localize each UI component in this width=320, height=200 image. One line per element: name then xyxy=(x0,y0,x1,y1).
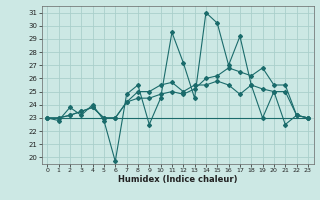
X-axis label: Humidex (Indice chaleur): Humidex (Indice chaleur) xyxy=(118,175,237,184)
